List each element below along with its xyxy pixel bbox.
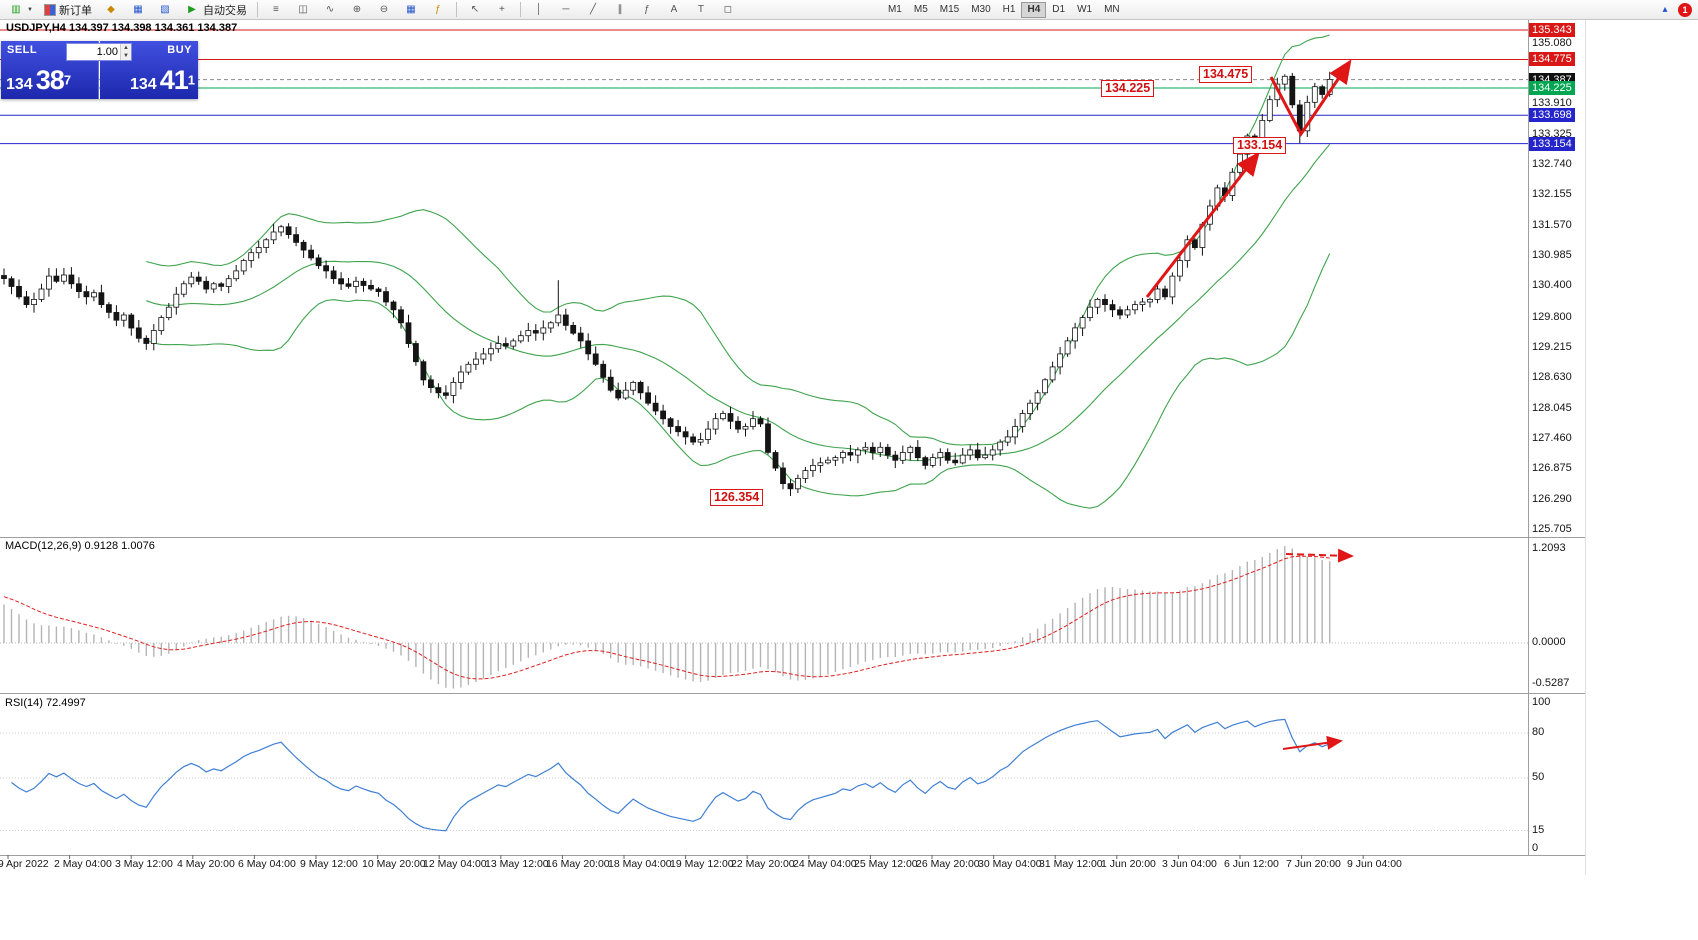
indicators-icon: ƒ [435,4,441,15]
channel-icon: ∥ [617,4,623,15]
text-icon: A [670,4,678,15]
new-order-icon [43,3,56,16]
rsi-label: RSI(14) 72.4997 [5,697,86,709]
macd-label: MACD(12,26,9) 0.9128 1.0076 [5,540,155,552]
volume-stepper[interactable]: ▲ ▼ [120,44,131,60]
candlestick-chart-icon: ◫ [298,4,308,15]
sell-price: 134 387 [6,65,72,95]
bar-chart-button[interactable]: ≡ [263,1,289,18]
timeframe-d1-button[interactable]: D1 [1052,4,1066,15]
timeframe-group: M1 M5 M15 M30 H1 H4 D1 W1 MN [882,1,1126,18]
timeframe-m15-button[interactable]: M15 [939,4,960,15]
vertical-line-tool-button[interactable]: │ [526,1,552,18]
new-order-label: 新订单 [58,4,92,17]
cursor-icon: ↖ [470,4,480,15]
shapes-tool-button[interactable]: ◻ [715,1,741,18]
zoom-out-icon: ⊖ [379,4,389,15]
text-tool-button[interactable]: A [661,1,687,18]
tile-windows-icon: ▦ [406,4,416,15]
chevron-down-icon: ▼ [27,6,33,13]
buy-label: BUY [167,44,192,56]
crosshair-tool-button[interactable]: + [489,1,515,18]
buy-price: 134 411 [129,65,195,95]
text-label-icon: T [697,4,704,15]
toolbar-overflow-icon[interactable]: ▴ [1662,4,1668,15]
fibonacci-icon: ƒ [644,4,650,15]
bar-chart-icon: ≡ [273,4,279,15]
tile-windows-button[interactable]: ▦ [398,1,424,18]
indicators-button[interactable]: ƒ [425,1,451,18]
crosshair-icon: + [499,4,505,15]
rsi-line [11,718,1330,832]
text-label-tool-button[interactable]: T [688,1,714,18]
volume-field: ▲ ▼ [66,43,132,61]
navigator-button[interactable]: ▧ [152,1,178,18]
horizontal-line-icon: ─ [562,4,570,15]
fibonacci-tool-button[interactable]: ƒ [634,1,660,18]
sell-label: SELL [7,44,38,56]
market-watch-button[interactable]: ▦ [125,1,151,18]
macd-signal-line [3,555,1330,680]
volume-down-icon: ▼ [121,52,131,60]
zoom-out-button[interactable]: ⊖ [371,1,397,18]
shapes-icon: ◻ [723,4,733,15]
trendline-icon: ╱ [589,4,596,15]
new-chart-icon: ▥ [11,4,21,15]
timeframe-h1-button[interactable]: H1 [1002,4,1016,15]
timeframe-m30-button[interactable]: M30 [971,4,991,15]
line-chart-button[interactable]: ∿ [317,1,343,18]
auto-trading-icon: ▶ [188,4,196,15]
market-watch-icon: ▦ [133,4,143,15]
new-chart-button[interactable]: ▥ ▼ [3,1,38,18]
timeframe-m1-button[interactable]: M1 [887,4,902,15]
auto-trading-label: 自动交易 [202,4,247,17]
toolbar: ▥ ▼ 新订单 ◆ ▦ ▧ ▶ 自动交易 ≡ ◫ ∿ ⊕ ⊖ ▦ ƒ ↖ + │ … [0,0,1698,20]
auto-trading-button[interactable]: ▶ 自动交易 [179,1,252,18]
one-click-trading-panel: SELL 134 387 BUY 134 411 ▲ ▼ [1,41,198,99]
cursor-tool-button[interactable]: ↖ [462,1,488,18]
trend-arrows[interactable] [1145,59,1354,750]
volume-up-icon: ▲ [121,44,131,52]
trendline-tool-button[interactable]: ╱ [580,1,606,18]
new-order-button[interactable]: 新订单 [39,1,97,18]
toolbar-right: ▴ 1 [1657,2,1695,17]
timeframe-m5-button[interactable]: M5 [913,4,928,15]
candlestick-chart-button[interactable]: ◫ [290,1,316,18]
toolbar-separator [519,2,521,17]
notification-badge[interactable]: 1 [1678,2,1692,17]
line-chart-icon: ∿ [325,4,335,15]
navigator-icon: ▧ [160,4,170,15]
panel-borders [0,20,1586,875]
macd-histogram [3,546,1331,689]
channel-tool-button[interactable]: ∥ [607,1,633,18]
zoom-in-icon: ⊕ [352,4,362,15]
bollinger-bands [146,34,1331,509]
horizontal-line-tool-button[interactable]: ─ [553,1,579,18]
timeframe-w1-button[interactable]: W1 [1077,4,1093,15]
vertical-line-icon: │ [535,4,543,15]
toolbar-separator [256,2,258,17]
metaeditor-button[interactable]: ◆ [98,1,124,18]
chart-symbol-ohlc: USDJPY,H4 134.397 134.398 134.361 134.38… [6,22,238,34]
timeframe-h4-button[interactable]: H4 [1021,1,1047,18]
volume-input[interactable] [67,46,120,58]
toolbar-separator [455,2,457,17]
timeframe-mn-button[interactable]: MN [1104,4,1120,15]
metaeditor-icon: ◆ [107,4,115,15]
zoom-in-button[interactable]: ⊕ [344,1,370,18]
